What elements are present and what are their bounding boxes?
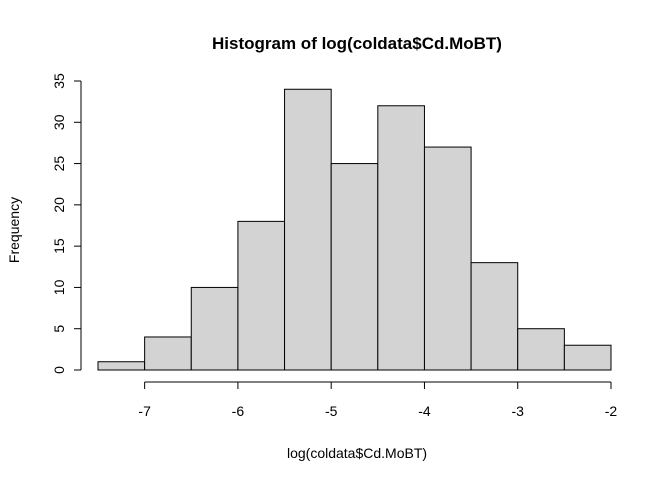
histogram-bar bbox=[377, 105, 425, 371]
x-tick-label: -5 bbox=[325, 403, 338, 419]
y-tick-label: 5 bbox=[51, 325, 67, 333]
histogram-bar bbox=[330, 163, 379, 371]
y-tick-label: 10 bbox=[51, 279, 67, 295]
histogram-bar bbox=[97, 361, 146, 371]
chart-title: Histogram of log(coldata$Cd.MoBT) bbox=[212, 34, 502, 53]
x-axis: -7 -6 -5 -4 -3 -2 bbox=[138, 381, 618, 419]
x-tick-label: -7 bbox=[138, 403, 151, 419]
y-axis-label: Frequency bbox=[6, 197, 22, 263]
histogram-bar bbox=[190, 286, 239, 371]
histogram-bar bbox=[144, 336, 192, 371]
y-tick-label: 20 bbox=[51, 197, 67, 213]
x-axis-label: log(coldata$Cd.MoBT) bbox=[287, 445, 427, 461]
y-tick-label: 0 bbox=[51, 366, 67, 374]
y-tick-label: 25 bbox=[51, 156, 67, 172]
y-tick-label: 30 bbox=[51, 114, 67, 130]
y-tick-label: 35 bbox=[51, 73, 67, 89]
histogram-bar bbox=[237, 220, 286, 371]
x-tick-label: -2 bbox=[605, 403, 618, 419]
bars-group bbox=[97, 88, 612, 371]
histogram-bar bbox=[517, 328, 565, 371]
histogram-bar bbox=[423, 146, 472, 371]
y-tick-label: 15 bbox=[51, 238, 67, 254]
histogram-bar bbox=[470, 262, 519, 371]
x-tick-label: -4 bbox=[418, 403, 431, 419]
y-axis: 0 5 10 15 20 25 30 35 bbox=[51, 73, 82, 374]
x-tick-label: -3 bbox=[512, 403, 525, 419]
x-tick-label: -6 bbox=[232, 403, 245, 419]
histogram-bar bbox=[563, 344, 612, 371]
histogram-bar bbox=[284, 88, 332, 371]
